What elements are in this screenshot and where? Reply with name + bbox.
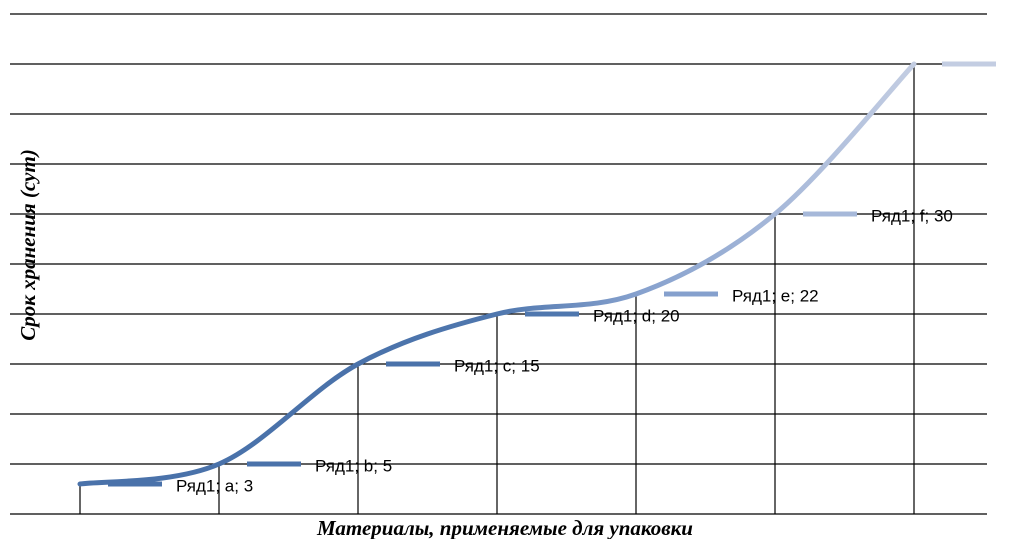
series-line	[77, 61, 917, 487]
data-label: Ряд1; a; 3	[176, 476, 253, 495]
data-label: Ряд1; d; 20	[593, 306, 680, 325]
y-axis-title: Срок хранения (сут)	[16, 149, 40, 341]
data-label: Ряд1; c; 15	[454, 356, 540, 375]
data-label: Ряд1; e; 22	[732, 286, 819, 305]
data-label: Ряд1; f; 30	[871, 206, 953, 225]
x-axis-title: Материалы, применяемые для упаковки	[316, 516, 693, 539]
data-label: Ряд1; b; 5	[315, 456, 392, 475]
